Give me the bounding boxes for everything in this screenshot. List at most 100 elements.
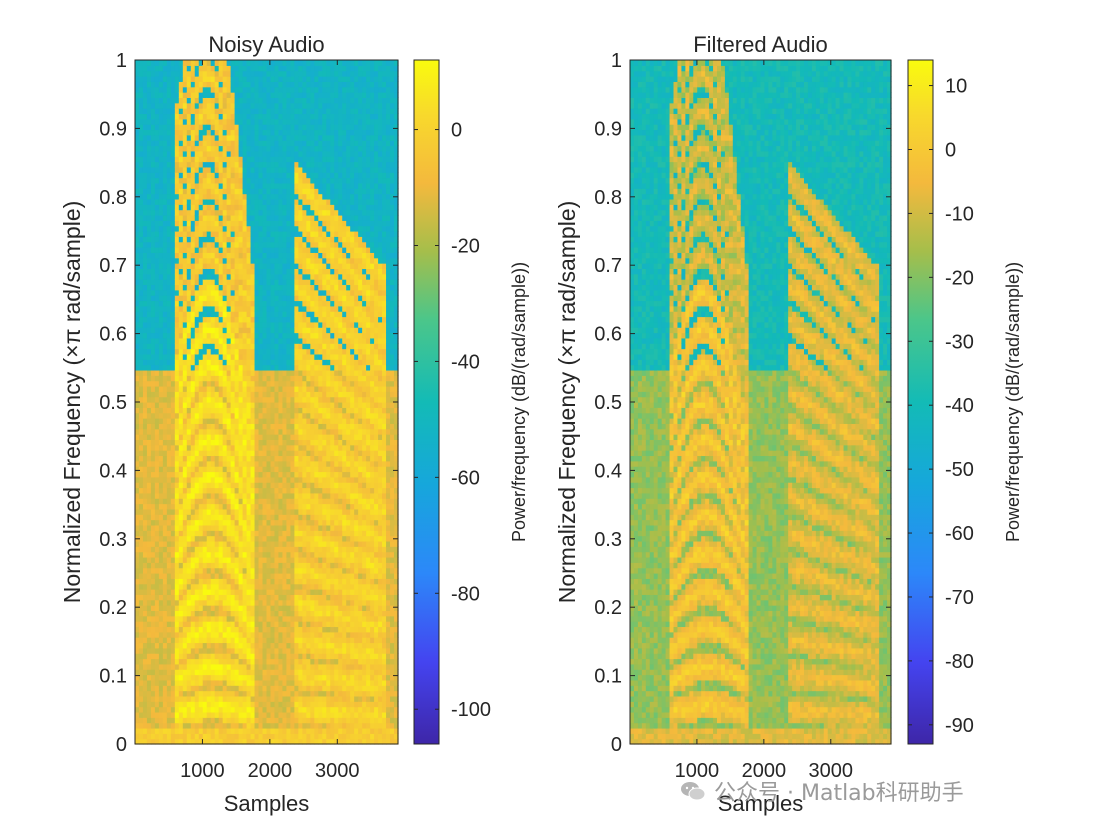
spectrogram-cell bbox=[135, 220, 140, 227]
spectrogram-cell bbox=[166, 316, 172, 323]
spectrogram-cell bbox=[158, 150, 164, 157]
spectrogram-cell bbox=[286, 631, 291, 638]
spectrogram-cell bbox=[234, 535, 240, 542]
spectrogram-cell bbox=[274, 60, 280, 66]
spectrogram-cell bbox=[138, 674, 144, 681]
spectrogram-cell bbox=[214, 231, 220, 237]
spectrogram-cell bbox=[142, 188, 148, 195]
spectrogram-cell bbox=[146, 124, 152, 131]
spectrogram-cell bbox=[234, 519, 240, 526]
spectrogram-cell bbox=[182, 562, 188, 569]
spectrogram-cell bbox=[154, 289, 160, 296]
spectrogram-cell bbox=[154, 364, 160, 371]
spectrogram-cell bbox=[246, 573, 252, 579]
spectrogram-cell bbox=[218, 140, 224, 147]
spectrogram-cell bbox=[278, 92, 284, 98]
spectrogram-cell bbox=[250, 289, 256, 296]
spectrogram-cell bbox=[146, 188, 152, 195]
spectrogram-cell bbox=[178, 428, 184, 435]
spectrogram-cell bbox=[162, 97, 168, 104]
spectrogram-cell bbox=[158, 327, 164, 334]
spectrogram-cell bbox=[286, 311, 291, 318]
spectrogram-cell bbox=[190, 311, 196, 318]
spectrogram-cell bbox=[274, 418, 280, 424]
spectrogram-cell bbox=[135, 706, 140, 713]
spectrogram-cell bbox=[162, 305, 168, 312]
spectrogram-cell bbox=[250, 209, 256, 216]
spectrogram-cell bbox=[270, 76, 276, 82]
spectrogram-cell bbox=[218, 482, 224, 489]
spectrogram-cell bbox=[218, 476, 224, 483]
spectrogram-cell bbox=[222, 241, 228, 248]
spectrogram-cell bbox=[135, 380, 140, 387]
spectrogram-cell bbox=[218, 508, 224, 515]
spectrogram-cell bbox=[202, 514, 208, 521]
spectrogram-cell bbox=[242, 343, 248, 350]
spectrogram-cell bbox=[274, 177, 280, 184]
spectrogram-cell bbox=[206, 391, 212, 398]
spectrogram-cell bbox=[138, 679, 144, 686]
spectrogram-cell bbox=[162, 460, 168, 467]
spectrogram-cell bbox=[138, 300, 144, 307]
spectrogram-cell bbox=[194, 369, 200, 376]
spectrogram-cell bbox=[282, 284, 288, 291]
spectrogram-cell bbox=[162, 353, 168, 360]
spectrogram-cell bbox=[206, 706, 212, 713]
spectrogram-cell bbox=[206, 514, 212, 521]
spectrogram-cell bbox=[238, 236, 244, 243]
spectrogram-cell bbox=[154, 412, 160, 419]
spectrogram-cell bbox=[178, 482, 184, 489]
spectrogram-cell bbox=[198, 108, 204, 115]
spectrogram-cell bbox=[202, 418, 208, 424]
spectrogram-cell bbox=[182, 487, 188, 494]
spectrogram-cell bbox=[218, 327, 224, 334]
spectrogram-cell bbox=[138, 540, 144, 547]
spectrogram-cell bbox=[182, 97, 188, 104]
spectrogram-cell bbox=[174, 578, 180, 585]
spectrogram-cell bbox=[270, 321, 276, 328]
spectrogram-cell bbox=[158, 284, 164, 291]
spectrogram-cell bbox=[246, 156, 252, 163]
spectrogram-cell bbox=[202, 81, 208, 88]
spectrogram-cell bbox=[202, 428, 208, 435]
spectrogram-cell bbox=[194, 129, 200, 136]
spectrogram-cell bbox=[254, 247, 260, 253]
spectrogram-cell bbox=[258, 578, 264, 585]
spectrogram-cell bbox=[250, 503, 256, 510]
spectrogram-cell bbox=[238, 578, 244, 585]
spectrogram-cell bbox=[270, 503, 276, 510]
spectrogram-cell bbox=[178, 535, 184, 542]
spectrogram-cell bbox=[262, 573, 268, 579]
spectrogram-cell bbox=[226, 316, 232, 323]
spectrogram-cell bbox=[150, 476, 156, 483]
spectrogram-cell bbox=[146, 589, 152, 595]
spectrogram-cell bbox=[234, 172, 240, 179]
spectrogram-cell bbox=[266, 129, 272, 136]
spectrogram-cell bbox=[266, 455, 272, 462]
spectrogram-cell bbox=[262, 578, 268, 585]
spectrogram-cell bbox=[262, 615, 268, 622]
spectrogram-cell bbox=[135, 695, 140, 702]
spectrogram-cell bbox=[274, 498, 280, 505]
spectrogram-cell bbox=[250, 738, 256, 745]
spectrogram-cell bbox=[266, 482, 272, 489]
spectrogram-cell bbox=[142, 364, 148, 371]
spectrogram-cell bbox=[282, 150, 288, 157]
spectrogram-cell bbox=[282, 145, 288, 152]
spectrogram-cell bbox=[286, 231, 291, 237]
spectrogram-cell bbox=[234, 124, 240, 131]
spectrogram-cell bbox=[282, 108, 288, 115]
spectrogram-cell bbox=[218, 118, 224, 125]
spectrogram-cell bbox=[266, 241, 272, 248]
spectrogram-cell bbox=[242, 466, 248, 473]
spectrogram-cell bbox=[262, 129, 268, 136]
spectrogram-cell bbox=[286, 198, 291, 205]
spectrogram-cell bbox=[150, 214, 156, 221]
spectrogram-cell bbox=[150, 407, 156, 414]
spectrogram-cell bbox=[142, 166, 148, 173]
spectrogram-cell bbox=[258, 583, 264, 590]
spectrogram-cell bbox=[154, 706, 160, 713]
spectrogram-cell bbox=[135, 177, 140, 184]
spectrogram-cell bbox=[246, 690, 252, 697]
spectrogram-cell bbox=[282, 653, 288, 660]
